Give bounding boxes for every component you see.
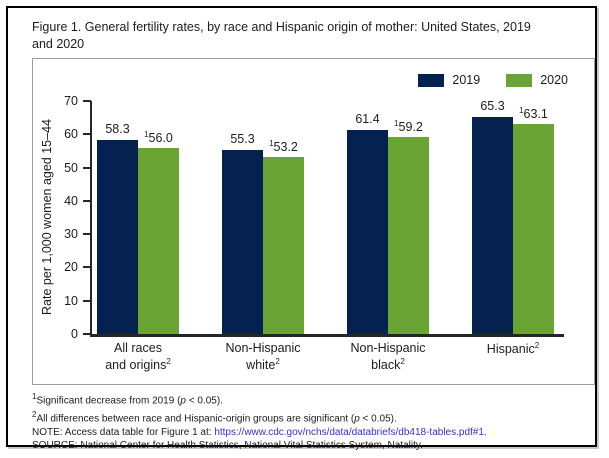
bar-wrap-2019: 58.3 [97,122,138,334]
bar-group-1: 58.3 156.0 [97,122,179,334]
source-line: SOURCE: National Center for Health Stati… [32,440,423,452]
x-category-label-4: Hispanic2 [486,341,540,357]
bar-value-2019-2: 55.3 [230,131,255,146]
footnote-2: 2All differences between race and Hispan… [32,409,397,425]
y-tick-label-60: 60 [64,127,78,142]
note-line: NOTE: Access data table for Figure 1 at:… [32,426,487,438]
bar-value-2020-4: 163.1 [519,105,548,122]
bar-wrap-2020: 163.1 [513,106,554,334]
y-tick-label-70: 70 [64,94,78,108]
figure-frame: Figure 1. General fertility rates, by ra… [6,6,597,451]
y-tick-label-20: 20 [64,260,78,275]
bar-2020-1 [138,147,179,334]
y-tick-mark-30 [83,233,91,236]
figure-title: Figure 1. General fertility rates, by ra… [32,20,531,51]
y-tick-mark-60 [83,133,91,136]
bar-value-2019-4: 65.3 [480,98,505,113]
y-tick-mark-70 [83,100,91,102]
y-axis-title: Rate per 1,000 women aged 15–44 [40,119,54,315]
bar-2020-2 [263,156,304,334]
legend-item-2020: 2020 [506,73,568,87]
y-axis-line [90,101,92,337]
bar-group-2: 55.3 153.2 [222,132,304,334]
bar-wrap-2019: 61.4 [347,112,388,334]
x-category-label-3: Non-Hispanic black2 [350,341,426,372]
bar-2019-2 [222,149,263,334]
bar-value-2020-1: 156.0 [144,129,173,145]
y-tick-label-0: 0 [71,327,78,341]
bar-2019-3 [347,129,388,334]
x-category-label-1: All races and origins2 [105,341,171,372]
bar-2020-4 [513,123,554,334]
bar-wrap-2019: 65.3 [472,99,513,334]
bar-wrap-2020: 159.2 [388,119,429,334]
plot-area: 0 10 20 30 40 50 60 70 58.3 156.0 All races and ori… [64,94,564,372]
x-axis-line [90,334,564,337]
y-tick-mark-40 [83,199,91,202]
legend-swatch-2019 [418,73,445,87]
legend-item-2019: 2019 [418,73,480,87]
bar-wrap-2019: 55.3 [222,132,263,334]
x-category-label-2: Non-Hispanic white2 [225,341,301,372]
bar-2019-4 [472,116,513,334]
bar-2020-3 [388,136,429,334]
legend-swatch-2020 [506,73,533,87]
legend-label-2019: 2019 [452,73,481,87]
bar-wrap-2020: 153.2 [263,139,304,334]
bar-value-2019-3: 61.4 [355,111,380,126]
bar-wrap-2020: 156.0 [138,130,179,334]
bar-value-2019-1: 58.3 [105,121,130,136]
data-table-link[interactable]: https://www.cdc.gov/nchs/data/databriefs… [214,426,484,438]
y-tick-mark-10 [83,299,91,302]
bar-group-3: 61.4 159.2 [347,112,429,334]
y-tick-label-30: 30 [64,227,78,242]
y-tick-label-10: 10 [64,293,78,308]
chart-panel: 2019 2020 Rate per 1,000 women aged 15–44… [32,58,595,385]
y-tick-label-40: 40 [64,193,78,208]
bar-group-4: 65.3 163.1 [472,99,554,334]
bar-2019-1 [97,139,138,334]
bar-value-2020-2: 153.2 [269,138,298,155]
legend: 2019 2020 [418,73,568,87]
y-tick-mark-20 [83,266,91,269]
y-tick-label-50: 50 [64,160,78,175]
legend-label-2020: 2020 [540,73,568,87]
y-tick-mark-50 [83,166,91,169]
footnote-1: 1Significant decrease from 2019 (p < 0.0… [32,392,223,407]
footnotes: 1Significant decrease from 2019 (p < 0.0… [32,390,598,453]
y-tick-mark-0 [83,333,91,335]
bar-value-2020-3: 159.2 [394,118,423,135]
